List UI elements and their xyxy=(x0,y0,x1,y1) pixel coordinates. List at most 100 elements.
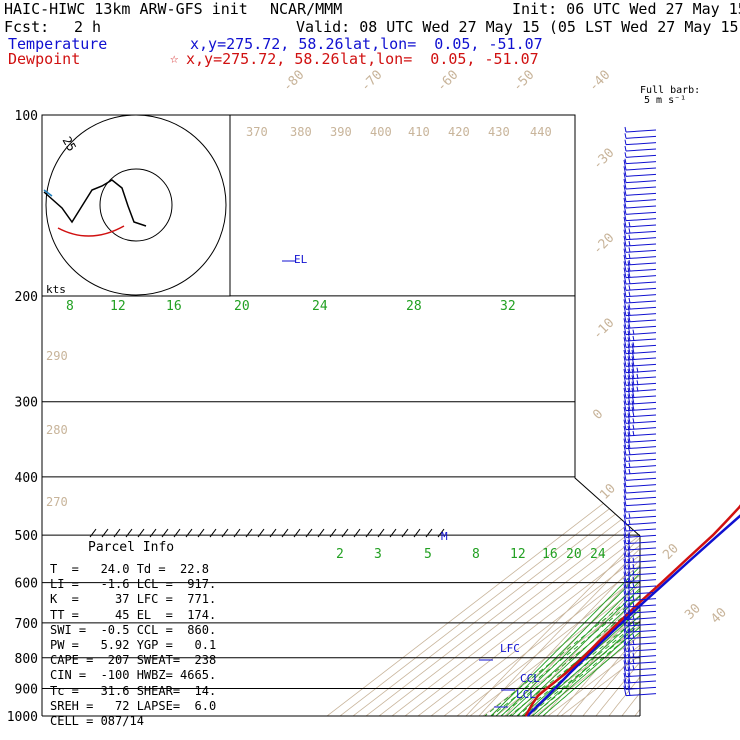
el-label: EL xyxy=(294,253,308,266)
hatch-mark xyxy=(173,528,181,538)
pressure-tick-label: 500 xyxy=(15,529,38,544)
isotherm-line xyxy=(531,115,640,716)
dewpoint-label: Dewpoint xyxy=(8,50,81,68)
wind-barb xyxy=(623,191,657,203)
hatch-mark xyxy=(269,528,277,538)
dry-adiabat-line xyxy=(585,115,640,716)
parcel-row: CAPE = 207 SWEAT= 238 xyxy=(50,653,217,668)
dry-adiabat-line xyxy=(506,115,640,716)
moist-adiabat-line xyxy=(506,295,640,716)
theta-label: 430 xyxy=(488,125,510,139)
parcel-row: Tc = 31.6 SHEAR= 14. xyxy=(50,683,217,698)
moist-adiabat-line xyxy=(495,295,640,716)
hatch-mark xyxy=(401,528,409,538)
wind-barb xyxy=(623,406,657,418)
pressure-tick-label: 400 xyxy=(15,471,38,486)
dry-adiabat-line xyxy=(611,115,640,716)
isotherm-line xyxy=(323,115,640,716)
wind-barb xyxy=(623,546,657,557)
wind-barb xyxy=(623,356,657,367)
hatch-mark xyxy=(101,528,109,538)
wind-barb xyxy=(623,362,657,374)
wind-barb xyxy=(623,603,657,614)
moist-adiabat-line xyxy=(511,295,640,716)
valid-time: Valid: 08 UTC Wed 27 May 15 (05 LST Wed … xyxy=(296,18,740,36)
wind-barb xyxy=(623,666,657,678)
wind-barb xyxy=(623,299,657,310)
isotherm-line xyxy=(505,115,640,716)
wind-barb xyxy=(623,166,657,177)
hatch-mark xyxy=(221,528,229,538)
isotherm-line xyxy=(362,115,640,716)
moist-adiabat-line xyxy=(537,295,640,716)
moist-adiabat-line xyxy=(500,295,640,716)
wind-barb xyxy=(623,558,657,570)
moist-adiabat-label: 12 xyxy=(110,299,126,314)
isotherm-line xyxy=(492,115,640,716)
dry-adiabat-line xyxy=(691,88,740,729)
wind-barb xyxy=(623,375,657,386)
wind-barb xyxy=(623,552,657,564)
mixing-ratio-label: 2 xyxy=(336,547,344,562)
moist-adiabat-label: 16 xyxy=(166,299,182,314)
wind-barb xyxy=(623,305,657,317)
parcel-row: K = 37 LFC = 771. xyxy=(50,592,217,607)
wind-barb xyxy=(623,647,657,659)
dry-adiabat-line xyxy=(678,88,740,729)
temperature-label: Temperature xyxy=(8,35,108,53)
hatch-mark xyxy=(125,528,133,538)
wind-barb xyxy=(623,343,657,355)
wind-barb xyxy=(623,292,657,304)
wind-barb xyxy=(623,204,657,215)
wind-barb xyxy=(624,126,657,133)
wind-barb xyxy=(623,311,657,323)
wind-barb xyxy=(623,577,657,589)
hatch-mark xyxy=(281,528,289,538)
dry-adiabat-line xyxy=(559,115,640,716)
wind-barb xyxy=(623,197,657,209)
dry-adiabat-line xyxy=(704,88,740,729)
wind-barb xyxy=(623,438,657,450)
moist-adiabat-label: 28 xyxy=(406,299,422,314)
hodograph-ring-inner xyxy=(99,168,173,242)
isotherm-line xyxy=(440,115,640,716)
wind-barb xyxy=(623,425,657,437)
barb-legend-line2: 5 m s⁻¹ xyxy=(644,95,687,106)
wind-barb xyxy=(623,394,657,405)
mixing-ratio-label: 3 xyxy=(374,547,382,562)
wind-barb xyxy=(623,508,657,519)
dewpoint-marker-icon: ☆ xyxy=(170,51,179,67)
wind-barb xyxy=(623,223,657,234)
pressure-tick-label: 300 xyxy=(15,396,38,411)
wind-barb xyxy=(623,267,657,279)
pressure-tick-label: 700 xyxy=(15,617,38,632)
wind-barb xyxy=(623,248,657,260)
hatch-mark xyxy=(413,528,421,538)
wind-barb xyxy=(623,482,657,494)
lcl-label: LCL xyxy=(516,688,536,701)
moist-adiabat-label: 8 xyxy=(66,299,74,314)
hatch-mark xyxy=(317,528,325,538)
dry-adiabat-line xyxy=(572,115,640,716)
parcel-row: SWI = -0.5 CCL = 860. xyxy=(50,622,217,637)
hatch-mark xyxy=(233,528,241,538)
center-label: NCAR/MMM xyxy=(270,0,343,18)
isotherm-label: -80 xyxy=(280,68,307,95)
wind-barb xyxy=(623,451,657,462)
parcel-row: CIN = -100 HWBZ= 4665. xyxy=(50,668,217,683)
wind-barb xyxy=(623,672,657,684)
wind-barb xyxy=(623,387,657,399)
wind-barb xyxy=(623,634,657,646)
wind-barb xyxy=(623,178,657,190)
wind-barb xyxy=(623,286,657,298)
mixing-ratio-label: 20 xyxy=(566,547,582,562)
theta-label: 440 xyxy=(530,125,552,139)
hatch-mark xyxy=(329,528,337,538)
dry-adiabat-line xyxy=(718,88,740,729)
wind-barb xyxy=(623,368,657,380)
pressure-tick-label: 800 xyxy=(15,652,38,667)
parcel-row: TT = 45 EL = 174. xyxy=(50,607,217,622)
wind-barb xyxy=(623,495,657,507)
dry-adiabat-line xyxy=(638,115,640,716)
